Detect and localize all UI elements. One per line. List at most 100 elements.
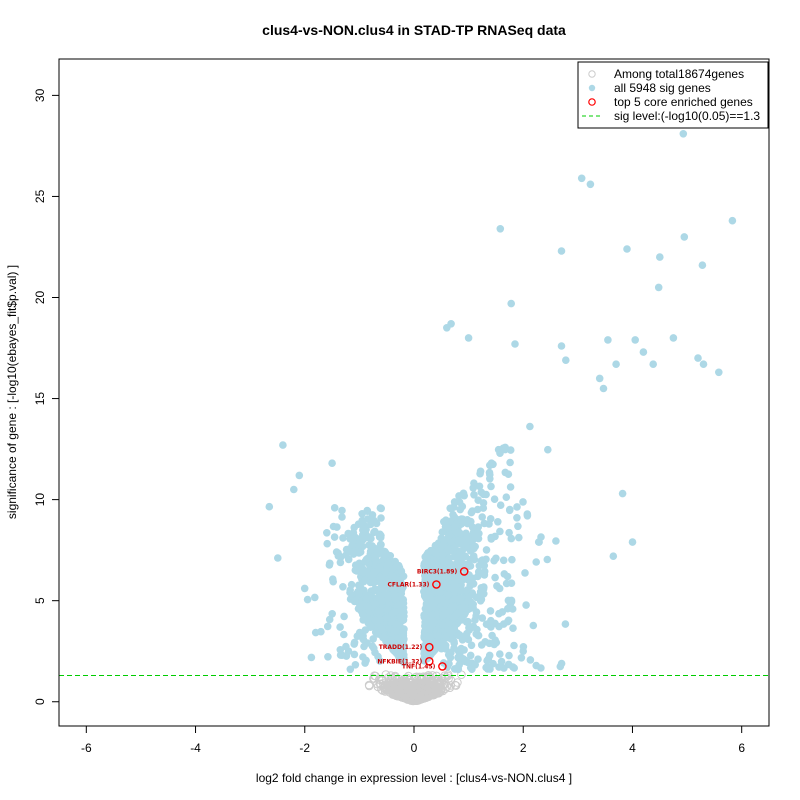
sig-gene-point [454, 553, 463, 562]
sig-gene-point [494, 518, 502, 526]
y-tick-label: 20 [33, 291, 47, 305]
sig-gene-point [377, 514, 385, 522]
sig-gene-point [423, 616, 431, 624]
sig-gene-point [477, 641, 486, 649]
y-tick-label: 25 [33, 189, 47, 203]
sig-gene-point [504, 616, 513, 625]
sig-gene-point [330, 533, 339, 541]
sig-gene-point [451, 522, 459, 530]
sig-gene-point [398, 600, 407, 608]
sig-gene-point [523, 512, 532, 520]
sig-gene-point [387, 571, 396, 580]
sig-gene-point [472, 630, 481, 638]
sig-gene-point [399, 583, 407, 592]
core-gene-point [424, 657, 434, 666]
sig-gene-point [486, 607, 495, 615]
sig-gene-point [509, 663, 517, 671]
sig-gene-point [475, 482, 484, 491]
gene-point [371, 671, 380, 681]
sig-gene-point [680, 233, 689, 241]
sig-gene-point [510, 641, 518, 650]
sig-gene-point [496, 527, 504, 536]
sig-gene-point [329, 575, 337, 583]
sig-gene-point [507, 579, 516, 587]
sig-gene-point [456, 505, 465, 514]
sig-gene-point [482, 555, 490, 564]
sig-gene-point [486, 461, 494, 470]
sig-gene-point [388, 609, 397, 618]
sig-gene-point [361, 659, 369, 667]
sig-gene-point [562, 356, 570, 365]
sig-gene-point [508, 605, 517, 613]
core-gene-point [438, 662, 447, 671]
legend-core-genes-marker [588, 98, 596, 106]
sig-gene-point [346, 535, 355, 543]
x-tick-label: 2 [520, 741, 527, 755]
sig-gene-point [357, 519, 366, 528]
sig-gene-point [482, 546, 491, 554]
sig-gene-point [467, 508, 476, 517]
sig-gene-point [441, 599, 450, 607]
gene-point [424, 671, 433, 680]
legend-sig-level: sig level:(-log10(0.05)==1.3 [614, 109, 760, 123]
sig-gene-point [346, 586, 355, 594]
gene-point [450, 680, 460, 690]
sig-gene-point [497, 657, 506, 666]
sig-gene-point [485, 468, 494, 477]
gene-point [429, 677, 439, 687]
sig-gene-point [537, 664, 545, 672]
sig-gene-point [330, 504, 339, 512]
x-tick-label: -2 [299, 741, 310, 755]
sig-gene-point [669, 334, 678, 342]
sig-gene-point [354, 581, 363, 590]
x-axis: -6 -4 -2 0 2 4 6 [81, 725, 745, 755]
sig-genes [265, 130, 737, 674]
sig-gene-point [370, 528, 378, 537]
sig-gene-point [376, 530, 384, 539]
sig-gene-point [609, 552, 618, 560]
sig-gene-point [373, 549, 382, 558]
sig-gene-point [557, 659, 566, 668]
sig-gene-point [552, 537, 560, 545]
sig-gene-point [468, 604, 476, 612]
points-layer [265, 130, 737, 706]
sig-gene-point [366, 623, 375, 631]
gene-point [390, 688, 399, 698]
sig-gene-point [351, 566, 360, 574]
sig-gene-point [363, 554, 372, 563]
sig-gene-point [323, 539, 332, 548]
sig-gene-point [447, 537, 455, 546]
sig-gene-point [446, 629, 455, 637]
sig-gene-point [439, 556, 447, 564]
sig-gene-point [382, 637, 390, 645]
sig-gene-point [307, 653, 316, 662]
sig-gene-point [369, 569, 378, 578]
sig-gene-point [445, 531, 453, 540]
sig-gene-point [499, 556, 508, 565]
core-gene-point [432, 580, 441, 589]
sig-gene-point [507, 299, 515, 308]
sig-gene-point [511, 340, 519, 348]
sig-gene-point [424, 651, 432, 659]
sig-gene-point [359, 534, 367, 542]
sig-gene-point [354, 590, 363, 598]
sig-gene-point [517, 654, 526, 662]
sig-gene-point [487, 535, 496, 543]
sig-gene-point [328, 610, 337, 618]
y-axis: 0 5 10 15 20 25 30 [33, 88, 60, 705]
gene-point [431, 684, 441, 693]
sig-gene-point [447, 648, 455, 657]
sig-gene-point [476, 467, 485, 476]
gene-point [424, 677, 434, 686]
sig-gene-point [368, 642, 377, 650]
sig-gene-point [501, 445, 510, 454]
sig-gene-point [628, 538, 637, 546]
sig-gene-point [423, 574, 432, 582]
sig-gene-point [449, 603, 458, 611]
sig-gene-point [350, 650, 359, 659]
sig-gene-point [505, 506, 514, 515]
sig-gene-point [366, 520, 375, 529]
sig-gene-point [377, 504, 386, 513]
legend-sig-genes-marker [588, 84, 596, 92]
